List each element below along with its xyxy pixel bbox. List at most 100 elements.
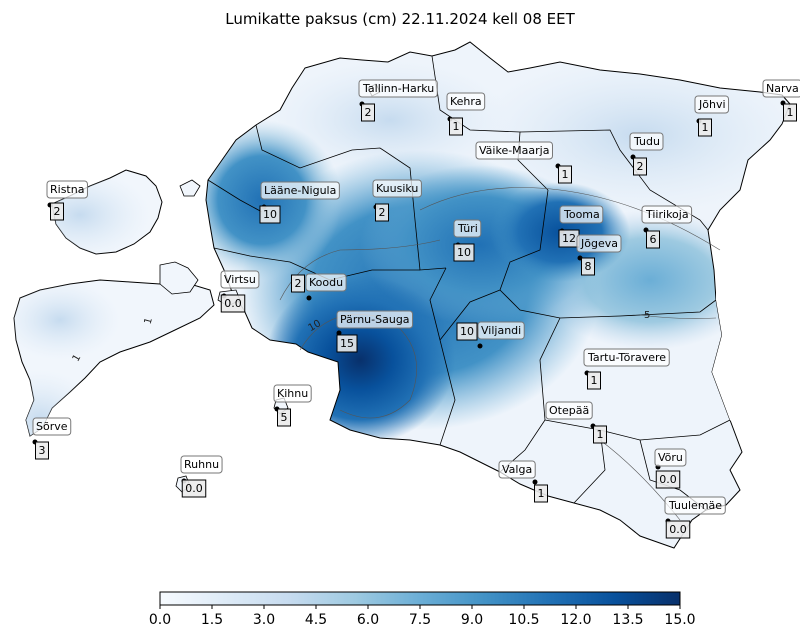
station-name-box — [629, 132, 664, 151]
station-value-label: 10 — [263, 208, 277, 221]
contour-label: 5 — [644, 310, 650, 321]
colorbar-ticks: 0.0 1.5 3.0 4.5 6.0 7.5 9.0 10.5 12.0 13.5 15.0 — [149, 605, 696, 628]
station-name-box — [305, 273, 347, 292]
station-name-box — [46, 180, 88, 199]
station-dot — [336, 330, 342, 336]
station-marker: Jõgeva 8 — [576, 234, 622, 276]
station-value-label: 10 — [457, 246, 471, 259]
station-name-label: Türi — [457, 222, 478, 235]
station-name-label: Narva — [766, 82, 799, 95]
station-name-box — [372, 179, 422, 198]
station-name-label: Viljandi — [481, 324, 521, 337]
station-value-box — [35, 441, 49, 460]
station-marker: Viljandi 10 — [456, 321, 525, 349]
station-value-label: 5 — [281, 411, 288, 424]
station-value-box — [593, 425, 607, 444]
station-name-box — [694, 95, 730, 114]
station-name-label: Tartu-Tõravere — [587, 351, 666, 364]
hiiumaa-island — [51, 169, 163, 255]
station-marker: Otepää 1 — [545, 401, 607, 444]
station-value-box — [259, 205, 281, 224]
station-name-label: Pärnu-Sauga — [340, 313, 410, 326]
station-name-box — [273, 384, 312, 403]
station-value-box — [220, 294, 246, 313]
station-name-box — [545, 401, 593, 420]
station-name-box — [475, 141, 553, 160]
station-value-label: 0.0 — [669, 523, 687, 536]
station-value-box — [336, 334, 358, 353]
station-name-box — [446, 92, 486, 111]
station-name-box — [336, 310, 414, 329]
station-value-box — [646, 230, 660, 249]
contour-label: 1 — [71, 353, 84, 364]
station-marker: Kihnu 5 — [273, 384, 312, 427]
station-value-label: 1 — [562, 168, 569, 181]
colorbar-tick-label: 4.5 — [305, 612, 327, 628]
station-name-box — [576, 234, 622, 253]
contour-label: 1 — [143, 316, 155, 325]
station-name-box — [358, 79, 438, 98]
station-marker: Tuulemäe 0.0 — [664, 496, 726, 539]
station-marker: Narva 1 — [762, 79, 800, 122]
colorbar-tick-label: 3.0 — [253, 612, 275, 628]
station-marker: Sõrve 3 — [32, 417, 72, 460]
station-value-box — [581, 257, 595, 276]
station-value-label: 2 — [365, 106, 372, 119]
station-name-label: Kuusiku — [376, 182, 418, 195]
colorbar-tick-label: 9.0 — [461, 612, 483, 628]
station-marker: Kuusiku 2 — [372, 179, 422, 222]
station-name-label: Sõrve — [36, 420, 68, 433]
station-name-label: Tudu — [633, 135, 660, 148]
station-value-box — [375, 203, 389, 222]
station-value-label: 8 — [585, 260, 592, 273]
station-name-label: Valga — [502, 463, 532, 476]
saaremaa-island — [13, 279, 215, 437]
station-value-box — [665, 520, 691, 539]
station-value-label: 2 — [379, 206, 386, 219]
station-marker: Kehra 1 — [446, 92, 486, 136]
station-name-label: Virtsu — [224, 273, 256, 286]
colorbar-tick-label: 1.5 — [201, 612, 223, 628]
station-marker: Valga 1 — [498, 460, 548, 503]
station-value-label: 0.0 — [224, 297, 242, 310]
station-marker: Koodu 2 — [291, 273, 347, 301]
station-value-box — [698, 118, 712, 137]
station-name-label: Ristna — [50, 183, 84, 196]
station-marker: Tartu-Tõravere 1 — [583, 348, 670, 390]
colorbar-tick-label: 0.0 — [149, 612, 171, 628]
station-value-label: 1 — [453, 120, 460, 133]
station-value-box — [361, 103, 375, 122]
station-name-label: Jõgeva — [580, 237, 618, 250]
mainland — [205, 41, 791, 549]
station-name-label: Tooma — [563, 208, 600, 221]
station-name-label: Ruhnu — [184, 458, 219, 471]
station-marker: Tooma 12 — [558, 205, 604, 248]
station-value-box — [655, 470, 681, 489]
station-value-label: 6 — [650, 233, 657, 246]
station-value-label: 1 — [787, 106, 794, 119]
colorbar-tick-label: 15.0 — [664, 612, 695, 628]
station-name-box — [180, 455, 223, 474]
station-value-label: 1 — [538, 487, 545, 500]
station-value-box — [277, 408, 291, 427]
station-marker: Virtsu 0.0 — [220, 270, 260, 313]
station-name-box — [641, 205, 693, 224]
station-marker: Pärnu-Sauga 15 — [336, 310, 414, 353]
station-value-label: 10 — [460, 325, 474, 338]
lake-peipus — [712, 268, 770, 430]
station-marker: Jõhvi 1 — [694, 95, 730, 137]
station-marker: Ristna 2 — [46, 180, 88, 221]
station-name-box — [583, 348, 670, 367]
station-name-box — [654, 448, 687, 467]
station-name-box — [260, 181, 340, 200]
station-value-label: 3 — [39, 444, 46, 457]
county-boundaries — [207, 55, 731, 511]
station-name-box — [498, 460, 536, 479]
station-name-label: Lääne-Nigula — [264, 184, 336, 197]
station-value-label: 0.0 — [659, 473, 677, 486]
station-name-label: Tuulemäe — [668, 499, 722, 512]
station-name-label: Tiirikoja — [645, 208, 689, 221]
station-value-label: 1 — [702, 121, 709, 134]
station-value-box — [587, 371, 601, 390]
station-value-box — [291, 274, 305, 293]
